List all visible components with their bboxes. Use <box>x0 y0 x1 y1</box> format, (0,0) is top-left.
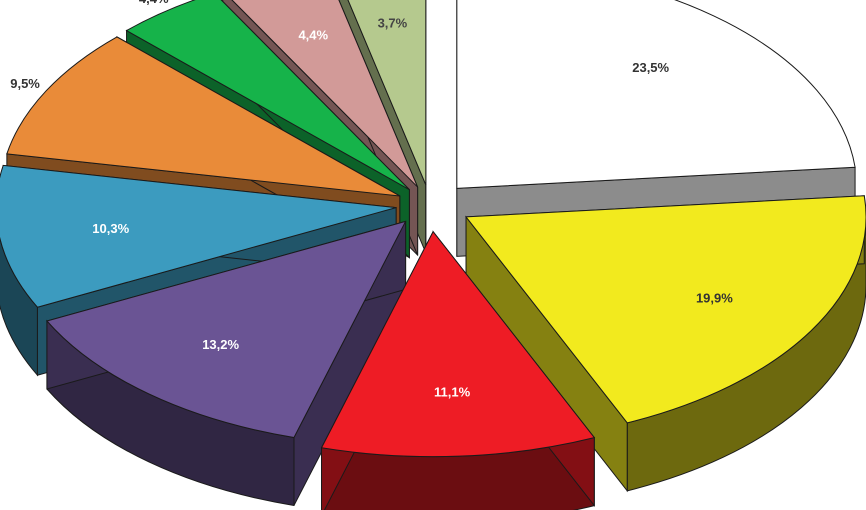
slice-top <box>231 0 419 188</box>
slice-top <box>347 0 427 186</box>
pie-slice <box>320 230 596 510</box>
slice-top <box>320 230 596 458</box>
slice-top <box>46 220 407 439</box>
slice-label: 19,9% <box>696 290 733 305</box>
slice-top <box>0 164 397 308</box>
slice-label: 3,7% <box>378 15 408 30</box>
slice-label: 23,5% <box>632 60 669 75</box>
slice-label: 11,1% <box>434 385 471 400</box>
slice-top <box>456 0 856 189</box>
slice-label: 4,4% <box>139 0 169 6</box>
slice-label: 4,4% <box>298 28 328 43</box>
slice-label: 9,5% <box>10 76 40 91</box>
slice-label: 10,3% <box>92 221 129 236</box>
pie-labels: 3,7% 4,4% 4,4% 23,5% 9,5% 10,3% 19,9% 13,2% 11,1… <box>10 0 733 400</box>
pie-slice <box>465 195 866 493</box>
slice-label: 13,2% <box>202 337 239 352</box>
pie-slice <box>46 220 407 507</box>
slice-top <box>6 36 401 197</box>
slice-top <box>465 195 866 424</box>
slice-top <box>125 0 410 191</box>
